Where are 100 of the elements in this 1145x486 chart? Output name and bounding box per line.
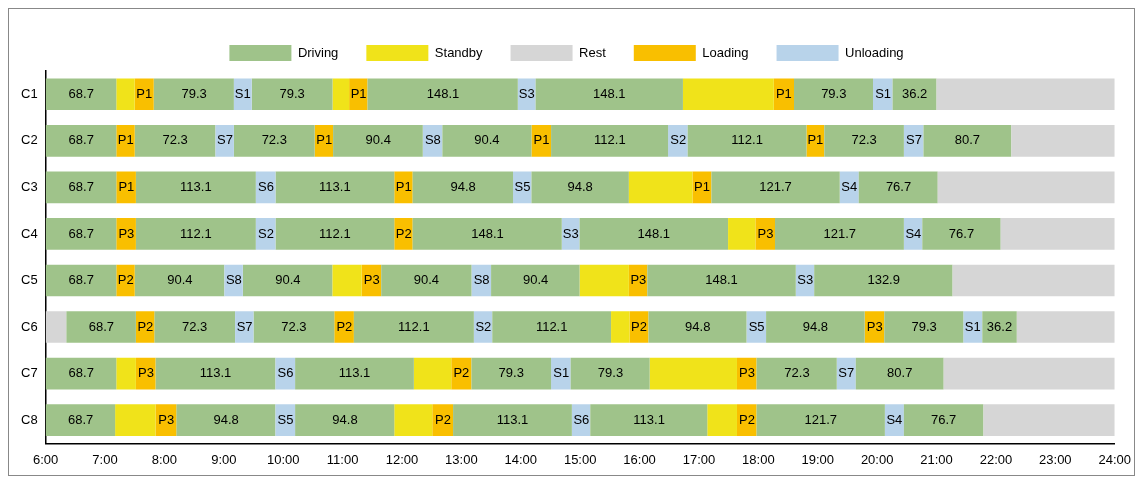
x-tick-label: 14:00	[504, 451, 538, 467]
annotation: S7	[906, 132, 922, 148]
x-tick-label: 6:00	[32, 451, 59, 467]
bar	[1011, 125, 1115, 157]
x-tick-label: 9:00	[211, 451, 237, 467]
annotation: P2	[739, 411, 756, 427]
bar	[1016, 311, 1115, 343]
bar	[353, 311, 474, 343]
annotation: 121.7	[759, 178, 792, 194]
annotation: P1	[807, 132, 824, 148]
annotation: 148.1	[637, 225, 671, 241]
x-tick-label: 10:00	[266, 451, 300, 467]
y-tick-label: C4	[20, 225, 38, 241]
bar	[892, 78, 937, 111]
annotation: S8	[473, 272, 490, 288]
annotation: S7	[236, 318, 253, 334]
y-tick-label: C2	[20, 132, 38, 148]
bar	[774, 218, 904, 250]
bar	[115, 404, 156, 436]
bar	[135, 218, 256, 250]
annotation: P3	[630, 272, 647, 288]
annotation: 113.1	[496, 411, 529, 427]
annotation: P2	[395, 225, 412, 241]
bar	[116, 125, 135, 157]
annotation: 112.1	[319, 225, 351, 241]
annotation: P1	[316, 132, 333, 148]
annotation: 90.4	[167, 272, 193, 288]
annotation: S1	[875, 85, 892, 101]
bar	[235, 311, 254, 343]
annotation: P2	[336, 318, 353, 334]
y-tick-label: C5	[20, 272, 38, 288]
bar	[923, 125, 1012, 157]
bar	[332, 78, 350, 111]
bar	[824, 125, 904, 157]
annotation: 148.1	[705, 272, 738, 288]
annotation: P3	[757, 225, 774, 241]
annotation: 113.1	[180, 178, 212, 194]
bar	[153, 78, 234, 111]
annotation: P3	[866, 318, 883, 334]
bar	[492, 311, 612, 343]
annotation: 68.7	[68, 132, 94, 148]
annotation: 80.7	[887, 365, 913, 381]
bar	[579, 264, 629, 297]
bar	[233, 125, 315, 157]
annotation: 79.3	[821, 85, 847, 101]
bar	[873, 78, 893, 111]
bar	[535, 78, 683, 111]
bar	[794, 78, 873, 111]
bar	[134, 264, 225, 297]
bar	[952, 264, 1115, 297]
annotation: 112.1	[180, 225, 212, 241]
annotation: 94.8	[213, 411, 239, 427]
bar	[491, 264, 580, 297]
bar	[394, 404, 433, 436]
annotation: 112.1	[594, 132, 626, 148]
annotation: 68.7	[88, 318, 115, 334]
annotation: 113.1	[633, 411, 665, 427]
bar	[903, 404, 984, 436]
bar	[134, 125, 216, 157]
annotation: 72.3	[281, 318, 307, 334]
annotation: S4	[841, 178, 858, 194]
annotation: P1	[693, 178, 710, 194]
annotation: S2	[475, 318, 492, 334]
bar	[682, 78, 774, 111]
annotation: P2	[117, 272, 134, 288]
bar	[367, 78, 518, 111]
annotation: S6	[277, 365, 294, 381]
annotation: P3	[363, 272, 380, 288]
bar	[648, 311, 747, 343]
bar	[45, 218, 117, 250]
annotation: P1	[118, 178, 135, 194]
bar	[45, 404, 116, 436]
x-tick-label: 23:00	[1039, 451, 1072, 467]
bar	[570, 357, 650, 390]
annotation: 121.7	[823, 225, 857, 241]
annotation: 80.7	[954, 132, 981, 148]
annotation: S6	[573, 411, 590, 427]
y-tick-label: C7	[20, 365, 38, 381]
bar	[1000, 218, 1115, 250]
annotation: 94.8	[685, 318, 711, 334]
annotation: P1	[395, 178, 412, 194]
bar	[275, 171, 395, 204]
annotation: 94.8	[450, 178, 476, 194]
annotation: P2	[453, 365, 470, 381]
annotation: P1	[533, 132, 550, 148]
annotation: 113.1	[319, 178, 351, 194]
x-tick-label: 15:00	[563, 451, 597, 467]
bar	[116, 357, 136, 390]
bar	[295, 404, 395, 436]
annotation: 90.4	[413, 272, 439, 288]
annotation: 148.1	[426, 85, 460, 101]
annotation: 68.7	[68, 272, 94, 288]
annotation: S5	[277, 411, 294, 427]
x-tick-label: 21:00	[920, 451, 953, 467]
legend-label: Standby	[434, 44, 484, 60]
legend-label: Unloading	[845, 44, 904, 60]
bar	[45, 357, 117, 390]
bar	[983, 404, 1115, 436]
annotation: 121.7	[804, 411, 837, 427]
annotation: P2	[631, 318, 647, 334]
